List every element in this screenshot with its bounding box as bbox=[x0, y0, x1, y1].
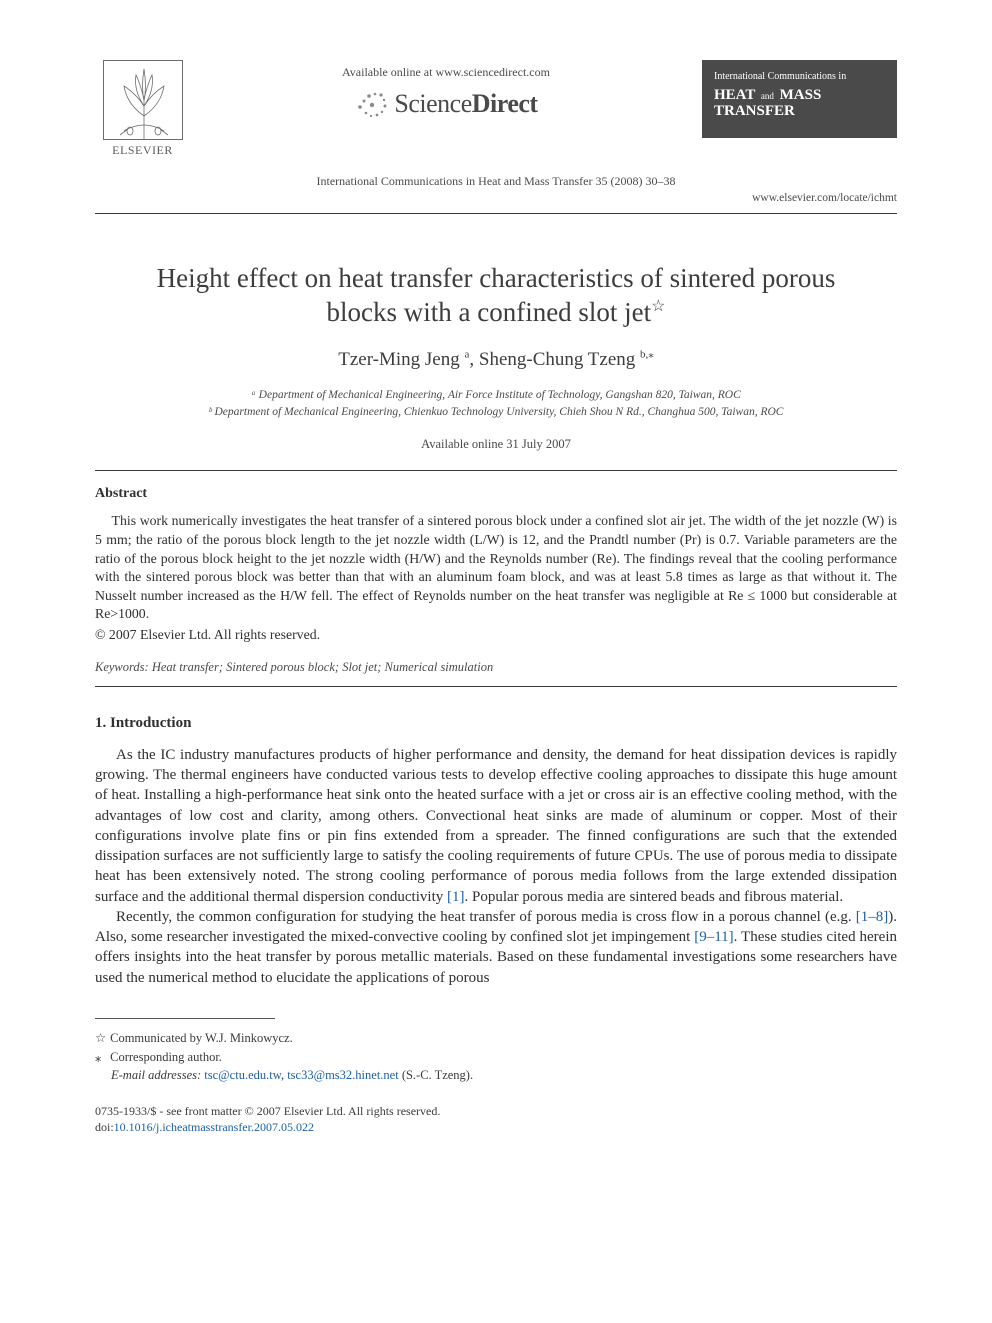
publisher-logo-block: ELSEVIER bbox=[95, 60, 190, 158]
sd-light: Science bbox=[394, 89, 471, 118]
footnote-1-text: Communicated by W.J. Minkowycz. bbox=[107, 1031, 293, 1045]
publisher-label: ELSEVIER bbox=[112, 142, 173, 158]
ref-link-3[interactable]: [9–11] bbox=[694, 929, 733, 945]
abstract-paragraph: This work numerically investigates the h… bbox=[95, 512, 897, 624]
abstract-copyright: © 2007 Elsevier Ltd. All rights reserved… bbox=[95, 626, 897, 645]
available-online-text: Available online at www.sciencedirect.co… bbox=[342, 64, 550, 80]
email-link-1[interactable]: tsc@ctu.edu.tw bbox=[204, 1068, 281, 1082]
elsevier-tree-icon bbox=[103, 60, 183, 140]
footnote-2-text: Corresponding author. bbox=[107, 1050, 222, 1064]
author-1: Tzer-Ming Jeng bbox=[338, 349, 464, 370]
section-1-heading: 1. Introduction bbox=[95, 713, 897, 733]
journal-box-line1: International Communications in bbox=[714, 70, 885, 84]
affiliation-a: ᵃ Department of Mechanical Engineering, … bbox=[95, 387, 897, 404]
abstract-heading: Abstract bbox=[95, 485, 897, 504]
journal-box-line2: HEAT and MASS bbox=[714, 87, 885, 104]
author-2-affil-mark: b,⁎ bbox=[640, 349, 654, 361]
ref-link-2[interactable]: [1–8] bbox=[856, 909, 889, 925]
journal-url: www.elsevier.com/locate/ichmt bbox=[95, 191, 897, 207]
title-text: Height effect on heat transfer character… bbox=[157, 263, 836, 327]
email-link-2[interactable]: tsc33@ms32.hinet.net bbox=[287, 1068, 399, 1082]
author-list: Tzer-Ming Jeng a, Sheng-Chung Tzeng b,⁎ bbox=[95, 347, 897, 373]
available-date: Available online 31 July 2007 bbox=[95, 436, 897, 453]
journal-heat: HEAT bbox=[714, 87, 755, 103]
keywords-line: Keywords: Heat transfer; Sintered porous… bbox=[95, 659, 897, 676]
section-1-para-2: Recently, the common configuration for s… bbox=[95, 907, 897, 988]
email-label: E-mail addresses: bbox=[111, 1068, 201, 1082]
doi-label: doi: bbox=[95, 1120, 114, 1134]
journal-and: and bbox=[761, 91, 774, 101]
abstract-body: This work numerically investigates the h… bbox=[95, 512, 897, 624]
ref-link-1[interactable]: [1] bbox=[447, 889, 465, 905]
post-abstract-rule bbox=[95, 686, 897, 687]
keywords-label: Keywords: bbox=[95, 660, 149, 674]
section-1-body: As the IC industry manufactures products… bbox=[95, 745, 897, 988]
doi-line: doi:10.1016/j.icheatmasstransfer.2007.05… bbox=[95, 1119, 897, 1135]
sciencedirect-wordmark: ScienceDirect bbox=[394, 86, 537, 121]
footer-block: 0735-1933/$ - see front matter © 2007 El… bbox=[95, 1103, 897, 1135]
footnote-rule bbox=[95, 1018, 275, 1019]
sd-bold: Direct bbox=[472, 89, 538, 118]
section-1-para-1: As the IC industry manufactures products… bbox=[95, 745, 897, 907]
pre-abstract-rule bbox=[95, 470, 897, 471]
journal-box-line3: TRANSFER bbox=[714, 103, 885, 120]
title-footnote-mark: ☆ bbox=[651, 298, 665, 315]
affiliation-b: ᵇ Department of Mechanical Engineering, … bbox=[95, 404, 897, 421]
footnote-email: E-mail addresses: tsc@ctu.edu.tw, tsc33@… bbox=[95, 1066, 897, 1085]
email-tail: (S.-C. Tzeng). bbox=[399, 1068, 473, 1082]
corresponding-mark: ⁎ bbox=[648, 349, 654, 361]
journal-mass: MASS bbox=[780, 87, 822, 103]
p2-text-a: Recently, the common configuration for s… bbox=[116, 909, 856, 925]
header-row: ELSEVIER Available online at www.science… bbox=[95, 60, 897, 158]
p1-text-b: . Popular porous media are sintered bead… bbox=[464, 889, 843, 905]
sciencedirect-block: Available online at www.sciencedirect.co… bbox=[190, 60, 702, 121]
keywords-text: Heat transfer; Sintered porous block; Sl… bbox=[149, 660, 494, 674]
footnote-2-mark: ⁎ bbox=[95, 1048, 107, 1067]
journal-cover-box: International Communications in HEAT and… bbox=[702, 60, 897, 138]
author-2: , Sheng-Chung Tzeng bbox=[469, 349, 640, 370]
issn-line: 0735-1933/$ - see front matter © 2007 El… bbox=[95, 1103, 897, 1119]
footnotes-block: ☆ Communicated by W.J. Minkowycz. ⁎ Corr… bbox=[95, 1029, 897, 1085]
p1-text-a: As the IC industry manufactures products… bbox=[95, 747, 897, 905]
header-rule bbox=[95, 213, 897, 214]
sciencedirect-logo: ScienceDirect bbox=[354, 86, 537, 121]
doi-link[interactable]: 10.1016/j.icheatmasstransfer.2007.05.022 bbox=[114, 1120, 314, 1134]
footnote-1: ☆ Communicated by W.J. Minkowycz. bbox=[95, 1029, 897, 1048]
article-title: Height effect on heat transfer character… bbox=[125, 262, 867, 330]
footnote-1-mark: ☆ bbox=[95, 1029, 107, 1048]
citation-line: International Communications in Heat and… bbox=[95, 173, 897, 189]
sciencedirect-swirl-icon bbox=[354, 87, 388, 121]
footnote-2: ⁎ Corresponding author. bbox=[95, 1048, 897, 1067]
